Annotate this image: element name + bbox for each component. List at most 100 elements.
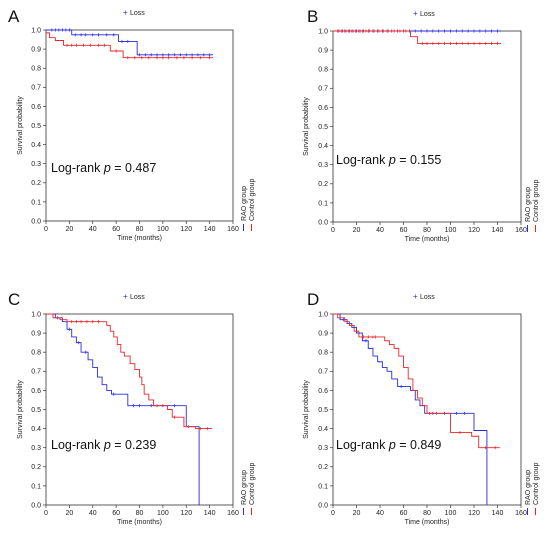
legend-marker-plus: + [123,8,128,17]
x-tick-label: 140 [204,510,216,517]
x-tick-label: 160 [227,226,239,233]
y-tick-label: 0.0 [318,502,328,509]
legend-item-rao: RAO group [241,186,248,221]
censor-mark [196,53,200,57]
annotation-p: p [103,438,111,452]
censor-mark [413,29,417,33]
x-tick-label: 80 [136,226,144,233]
censor-mark [140,56,144,60]
annotation-prefix: Log-rank [336,153,389,167]
censor-mark [458,430,462,435]
censor-mark [190,56,194,60]
legend-item-control: Control group [533,462,540,505]
censor-mark [454,29,458,33]
censor-mark [367,29,372,33]
log-rank-annotation: Log-rank p = 0.239 [51,438,156,452]
censor-mark [202,53,206,57]
censor-mark [102,43,107,47]
legend-item-control: Control group [533,179,540,222]
censor-mark [208,56,212,60]
legend-marker-plus: + [123,292,128,301]
annotation-value: = 0.849 [396,438,442,452]
censor-mark [392,29,396,33]
censor-mark [372,29,376,33]
censor-mark [454,41,458,46]
y-tick-label: 0.7 [318,369,328,376]
x-tick-label: 120 [180,510,192,517]
series-control [46,313,212,431]
censor-mark [79,320,83,324]
survival-curve [333,30,502,44]
x-axis-label: Time (months) [117,235,162,242]
legend-item-control: Control group [249,178,256,221]
censor-mark [161,56,165,60]
censor-mark [64,28,68,32]
survival-curve [46,32,214,59]
survival-curve [333,313,500,449]
log-rank-annotation: Log-rank p = 0.155 [336,153,441,167]
censor-mark [96,320,101,324]
censor-mark [112,33,116,37]
y-tick-label: 0.6 [31,388,41,395]
y-tick-label: 0.1 [31,483,41,490]
series-control [333,29,502,46]
x-axis-label: Time (months) [405,236,450,243]
legend-title: Loss [130,10,145,17]
censor-mark [460,41,464,46]
x-tick-label: 160 [515,227,527,234]
x-tick-label: 0 [44,226,48,233]
panel-letter: D [307,290,319,309]
censor-mark [77,341,81,345]
censor-mark [167,56,171,60]
y-tick-label: 0.8 [31,66,41,73]
censor-mark [448,29,453,33]
legend-item-control: Control group [249,462,256,505]
x-tick-label: 20 [65,226,73,233]
x-tick-label: 140 [204,226,216,233]
y-tick-label: 0.5 [31,407,41,414]
y-tick-label: 0.5 [31,123,41,130]
censor-mark [85,320,89,324]
censor-mark [350,29,354,33]
censor-mark [155,56,159,60]
annotation-p: p [388,438,396,452]
censor-mark [147,56,151,60]
censor-mark [339,29,343,33]
panel-letter: C [8,290,20,309]
y-axis-label: Survival probability [303,97,310,156]
censor-mark [84,33,88,37]
censor-mark [126,39,130,44]
plot-frame [45,29,234,222]
x-tick-label: 0 [331,510,335,517]
censor-mark [437,41,441,46]
censor-mark [343,29,347,33]
censor-mark [361,335,366,339]
legend-title: Loss [420,11,435,18]
censor-mark [74,43,78,47]
y-tick-label: 0.6 [318,105,328,112]
annotation-p: p [103,161,111,175]
x-tick-label: 40 [376,510,384,517]
censor-mark [178,53,183,57]
y-tick-label: 0.1 [318,483,328,490]
censor-mark [472,29,476,33]
x-tick-label: 100 [157,226,169,233]
censor-mark [205,427,209,431]
censor-mark [172,415,177,419]
annotation-prefix: Log-rank [51,161,104,175]
x-tick-label: 40 [89,226,97,233]
censor-mark [381,29,386,33]
censor-mark [172,53,177,57]
legend-item-rao: RAO group [525,470,532,505]
censor-mark [377,29,381,33]
y-tick-label: 0.9 [318,48,328,55]
y-tick-label: 1.0 [31,27,41,34]
censor-mark [91,320,95,324]
censor-mark [495,41,500,46]
legend-title: Loss [130,294,145,301]
y-tick-label: 0.2 [318,181,328,188]
legend-marker-plus: + [413,292,418,301]
censor-mark [353,29,357,33]
x-tick-label: 80 [136,510,144,517]
censor-mark [132,404,136,408]
